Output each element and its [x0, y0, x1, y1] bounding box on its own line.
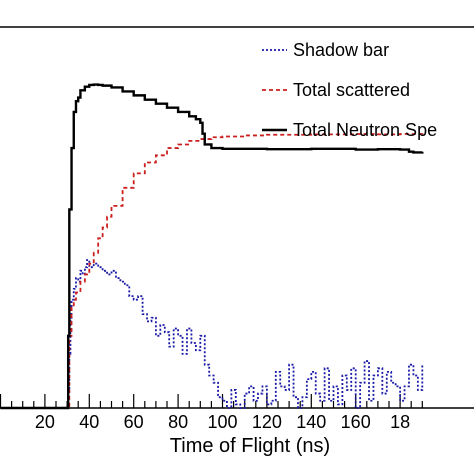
- x-tick-label: 100: [207, 412, 237, 432]
- x-tick-label: 60: [124, 412, 144, 432]
- x-axis-ticks: 20 40 60 80 100 120 140 160 18: [0, 394, 423, 432]
- legend-label: Total Neutron Spe: [293, 120, 437, 140]
- legend-label: Total scattered: [293, 80, 410, 100]
- x-tick-label: 120: [252, 412, 282, 432]
- x-tick-label: 40: [79, 412, 99, 432]
- series-group: [0, 83, 424, 410]
- plot-frame: [0, 26, 474, 409]
- x-tick-label: 160: [341, 412, 371, 432]
- series-line-2: [0, 133, 424, 409]
- x-tick-label: 18: [390, 412, 410, 432]
- x-tick-label: 20: [35, 412, 55, 432]
- x-tick-label: 80: [168, 412, 188, 432]
- series-line-3: [0, 83, 424, 410]
- series-line-1: [0, 259, 424, 409]
- legend-label: Shadow bar: [293, 40, 389, 60]
- x-tick-label: 140: [296, 412, 326, 432]
- x-axis-label: Time of Flight (ns): [170, 435, 330, 457]
- legend: Shadow bar Total scattered Total Neutron S…: [262, 40, 437, 140]
